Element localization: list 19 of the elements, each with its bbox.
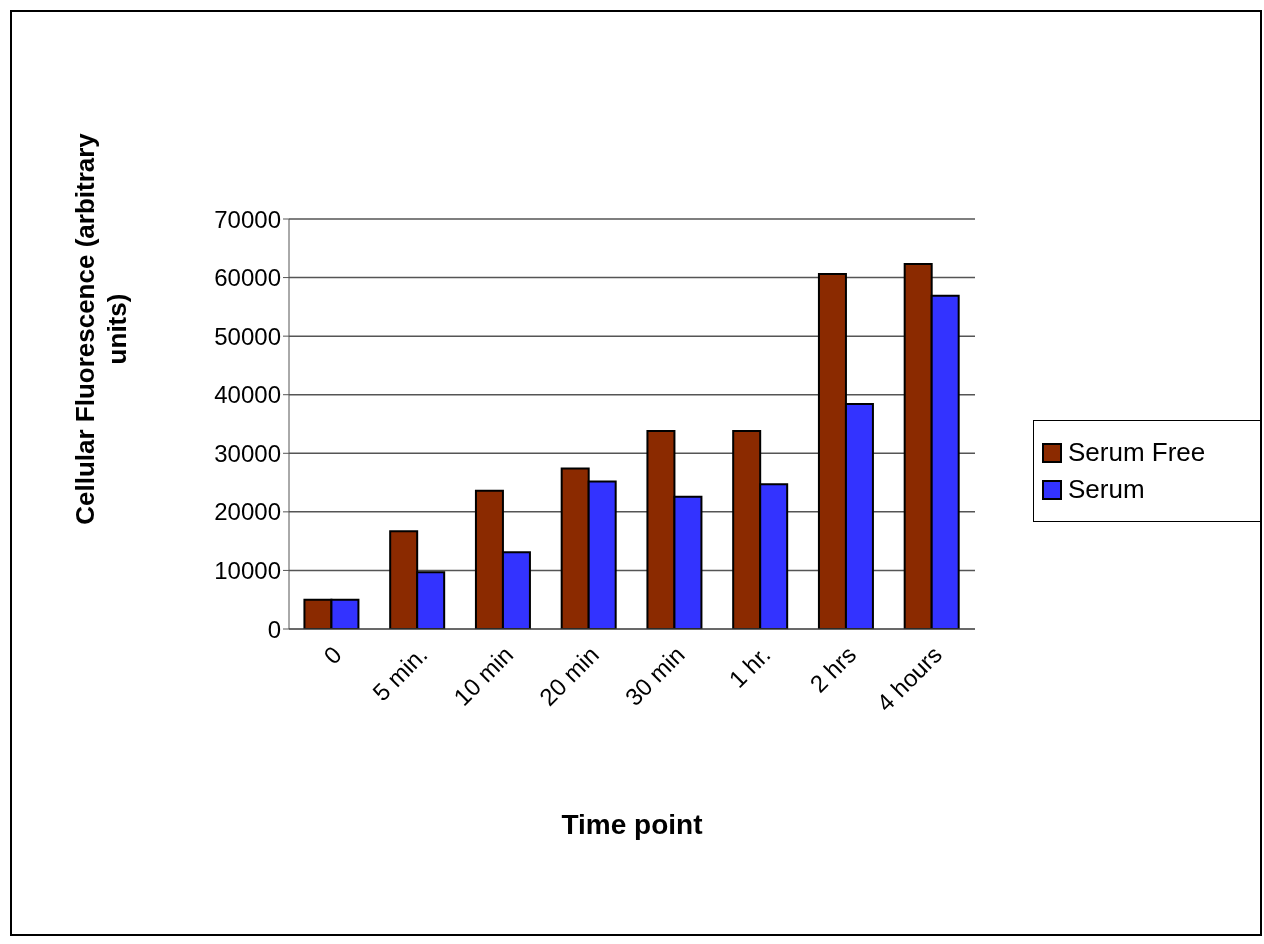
x-tick-label: 0 [318, 640, 347, 670]
y-tick-label: 40000 [214, 381, 281, 409]
x-tick-label: 5 min. [367, 640, 433, 707]
y-tick-label: 10000 [214, 556, 281, 584]
x-tick-label: 2 hrs [804, 640, 862, 698]
y-tick-label: 50000 [214, 322, 281, 350]
y-tick-label: 0 [267, 615, 281, 643]
y-axis-title: Cellular Fluorescence (arbitrary units) [70, 132, 132, 525]
x-tick-label: 20 min [533, 640, 604, 711]
y-tick-label: 60000 [214, 264, 281, 292]
legend-label: Serum Free [1068, 437, 1206, 468]
y-tick-label: 70000 [214, 205, 281, 233]
x-tick-label: 30 min [619, 640, 690, 711]
x-tick-label: 10 min [448, 640, 519, 711]
x-axis-title: Time point [561, 808, 703, 840]
legend-label: Serum [1068, 474, 1145, 505]
y-tick-label: 20000 [214, 498, 281, 526]
y-tick-label: 30000 [214, 439, 281, 467]
x-tick-label: 1 hr. [723, 640, 776, 693]
